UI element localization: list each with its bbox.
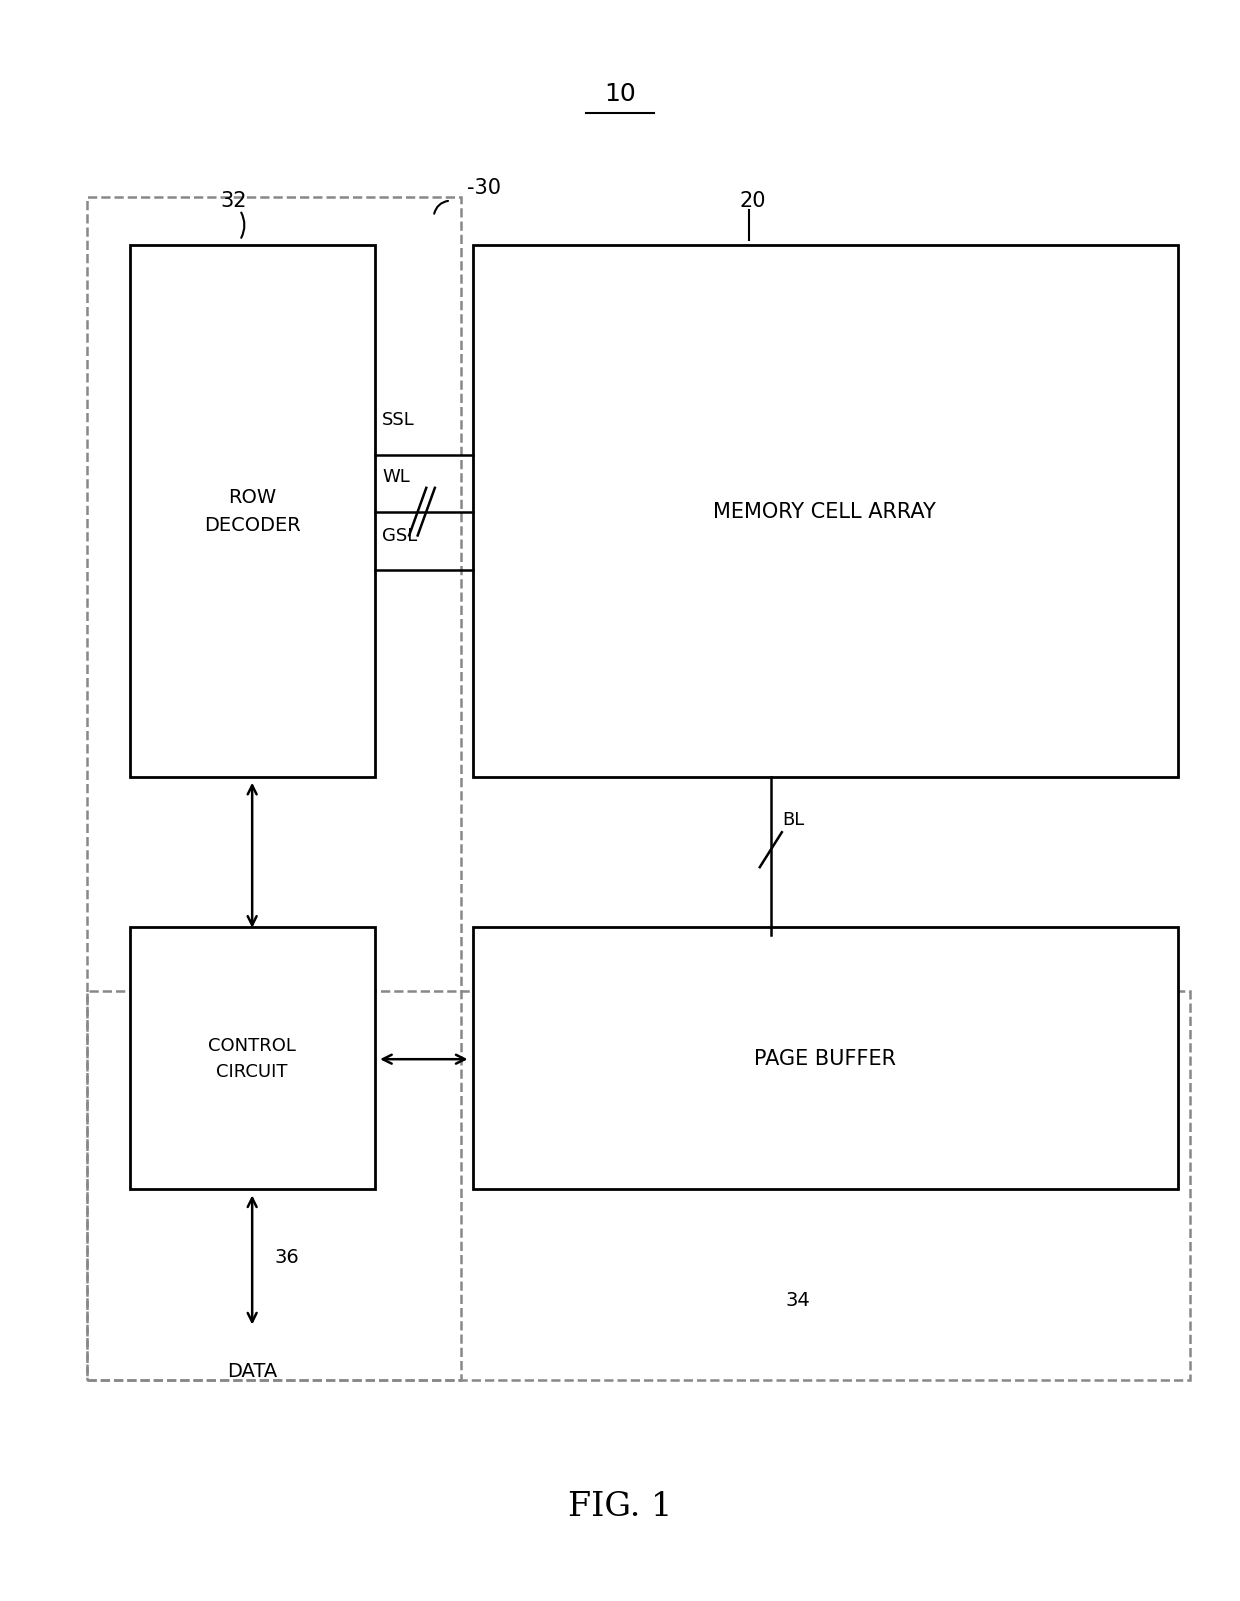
Text: 20: 20 (739, 191, 765, 211)
Text: 34: 34 (785, 1290, 810, 1310)
Text: BL: BL (782, 810, 804, 829)
Text: PAGE BUFFER: PAGE BUFFER (754, 1049, 895, 1069)
Text: 10: 10 (604, 82, 636, 106)
Text: GSL: GSL (382, 527, 418, 544)
Text: -30: -30 (466, 178, 501, 199)
Bar (87, 991, 1190, 1380)
Text: WL: WL (382, 467, 410, 487)
Text: SSL: SSL (382, 411, 415, 429)
Bar (472, 245, 1178, 776)
Text: 32: 32 (221, 191, 247, 211)
Text: 36: 36 (274, 1249, 299, 1266)
Bar (472, 927, 1178, 1190)
Text: FIG. 1: FIG. 1 (568, 1491, 672, 1523)
Text: CONTROL
CIRCUIT: CONTROL CIRCUIT (208, 1037, 296, 1081)
Text: ROW
DECODER: ROW DECODER (203, 488, 300, 535)
Bar (87, 197, 460, 1380)
Bar (129, 245, 374, 776)
Bar (129, 927, 374, 1190)
Text: MEMORY CELL ARRAY: MEMORY CELL ARRAY (713, 501, 936, 522)
Text: DATA: DATA (227, 1362, 278, 1382)
